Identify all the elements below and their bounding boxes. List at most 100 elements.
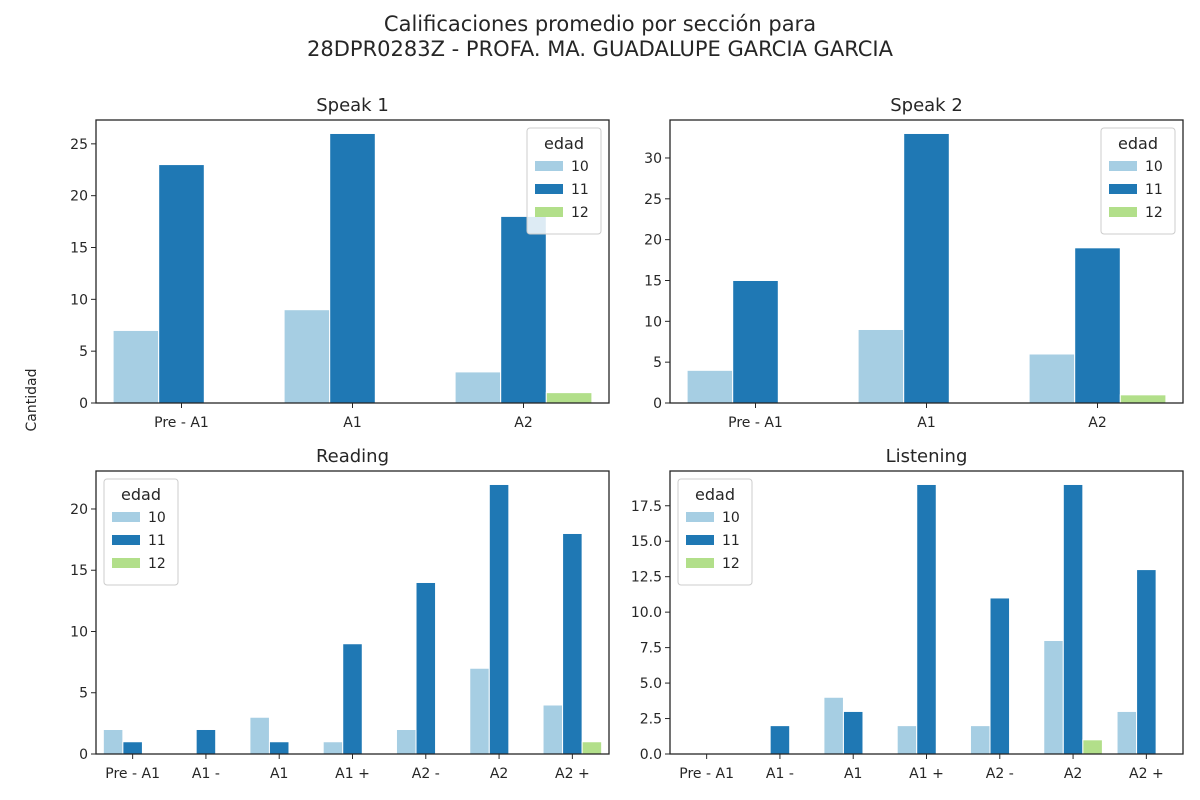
x-tick-label: A2 [1064, 766, 1082, 782]
x-tick-label: A1 [917, 415, 935, 431]
bar-a1-edad-11 [842, 710, 864, 755]
bar-a2-edad-12 [1082, 739, 1103, 755]
y-tick-label: 20 [644, 233, 662, 249]
x-tick-label: A1 [343, 415, 361, 431]
axes-frame [95, 470, 610, 755]
legend-label-11: 11 [1145, 182, 1163, 198]
figure-title-line2: 28DPR0283Z - PROFA. MA. GUADALUPE GARCIA… [307, 37, 893, 61]
legend: edad 10 11 12 [1100, 127, 1176, 235]
legend: edad 10 11 12 [103, 478, 179, 586]
subplot-title-listening: Listening [886, 446, 968, 467]
legend-label-12: 12 [148, 556, 166, 572]
bar-a1-edad-11 [268, 741, 290, 755]
y-tick-label: 25 [644, 192, 662, 208]
bar-a1-edad-10 [896, 725, 918, 755]
y-tick-label: 12.5 [631, 570, 662, 586]
subplot-speak-1: Speak 1 0 5 10 15 20 25 Pre - A1 A1 A2 edad 10 11 12 [70, 95, 610, 431]
x-tick-label: A2 + [1129, 766, 1164, 782]
legend-swatch-12 [535, 207, 563, 217]
y-tick-label: 15 [70, 241, 88, 257]
bar-a1-edad-10 [249, 716, 270, 755]
legend-label-11: 11 [571, 182, 589, 198]
y-tick-label: 25 [70, 137, 88, 153]
bar-a2-edad-11 [488, 483, 510, 755]
y-tick-label: 20 [70, 502, 88, 518]
x-tick-label: A1 + [909, 766, 944, 782]
bar-a2-edad-10 [969, 725, 991, 755]
y-tick-label: 10 [70, 624, 88, 640]
legend-label-10: 10 [722, 510, 740, 526]
bar-a1-edad-10 [283, 309, 331, 404]
y-tick-label: 5 [79, 344, 88, 360]
legend-label-12: 12 [1145, 205, 1163, 221]
bar-a2-edad-11 [1136, 569, 1157, 755]
bar-a2-edad-11 [562, 532, 583, 755]
legend-label-12: 12 [722, 556, 740, 572]
x-tick-label: Pre - A1 [679, 766, 734, 782]
x-tick-label: A1 [270, 766, 288, 782]
axes-frame [95, 119, 610, 404]
x-tick-label: A2 - [986, 766, 1014, 782]
y-tick-label: 0 [79, 396, 88, 412]
subplot-title-reading: Reading [316, 446, 389, 467]
bar-a2-edad-11 [1074, 247, 1121, 404]
x-tick-label: A1 - [192, 766, 220, 782]
legend-swatch-12 [1109, 207, 1137, 217]
y-tick-label: 0 [653, 396, 662, 412]
bar-a1-edad-10 [857, 328, 905, 404]
bar-a2-edad-10 [542, 704, 564, 755]
bar-a2-edad-10 [454, 371, 502, 404]
bar-a1-edad-11 [195, 728, 217, 755]
bar-a2-edad-11 [1062, 483, 1084, 755]
legend-swatch-12 [112, 558, 140, 568]
x-tick-label: A1 + [335, 766, 370, 782]
legend-swatch-11 [686, 535, 714, 545]
y-tick-label: 17.5 [631, 499, 662, 515]
figure-title-line1: Calificaciones promedio por sección para [383, 12, 817, 36]
legend-title: edad [695, 485, 735, 504]
y-tick-label: 15.0 [631, 534, 662, 550]
legend-title: edad [121, 485, 161, 504]
legend-label-11: 11 [148, 533, 166, 549]
bar-a1-edad-11 [342, 643, 363, 755]
legend-swatch-10 [1109, 161, 1137, 171]
bar-a2-edad-11 [500, 215, 547, 404]
y-tick-label: 15 [644, 273, 662, 289]
bar-a2-edad-10 [1028, 353, 1076, 404]
y-tick-label: 10 [644, 314, 662, 330]
legend-swatch-12 [686, 558, 714, 568]
x-tick-label: A2 - [412, 766, 440, 782]
y-tick-label: 30 [644, 151, 662, 167]
subplot-speak-2: Speak 2 0 5 10 15 20 25 30 Pre - A1 A1 A2 edad 10 11 1… [644, 95, 1184, 431]
bar-a1-edad-11 [329, 132, 376, 404]
bar-pre-a1-edad-10 [102, 728, 124, 755]
bar-a2-edad-10 [395, 728, 417, 755]
y-axis-label: Cantidad [24, 369, 40, 432]
x-tick-label: A1 [844, 766, 862, 782]
bar-a2-edad-12 [545, 392, 593, 404]
bar-a2-edad-10 [469, 667, 490, 755]
legend-label-10: 10 [571, 159, 589, 175]
x-tick-label: A1 - [766, 766, 794, 782]
legend-swatch-10 [686, 512, 714, 522]
legend-swatch-10 [535, 161, 563, 171]
y-tick-label: 15 [70, 563, 88, 579]
y-tick-label: 5 [653, 355, 662, 371]
legend: edad 10 11 12 [526, 127, 602, 235]
legend-title: edad [1118, 134, 1158, 153]
x-tick-label: Pre - A1 [105, 766, 160, 782]
legend-label-10: 10 [148, 510, 166, 526]
legend-label-12: 12 [571, 205, 589, 221]
x-tick-label: A2 + [555, 766, 590, 782]
y-tick-label: 0 [79, 747, 88, 763]
y-tick-label: 10 [70, 292, 88, 308]
y-tick-label: 20 [70, 189, 88, 205]
y-tick-label: 0.0 [640, 747, 662, 763]
axes-frame [669, 119, 1184, 404]
bar-pre-a1-edad-11 [158, 164, 205, 404]
legend-swatch-11 [112, 535, 140, 545]
legend-label-11: 11 [722, 533, 740, 549]
y-tick-label: 5 [79, 686, 88, 702]
